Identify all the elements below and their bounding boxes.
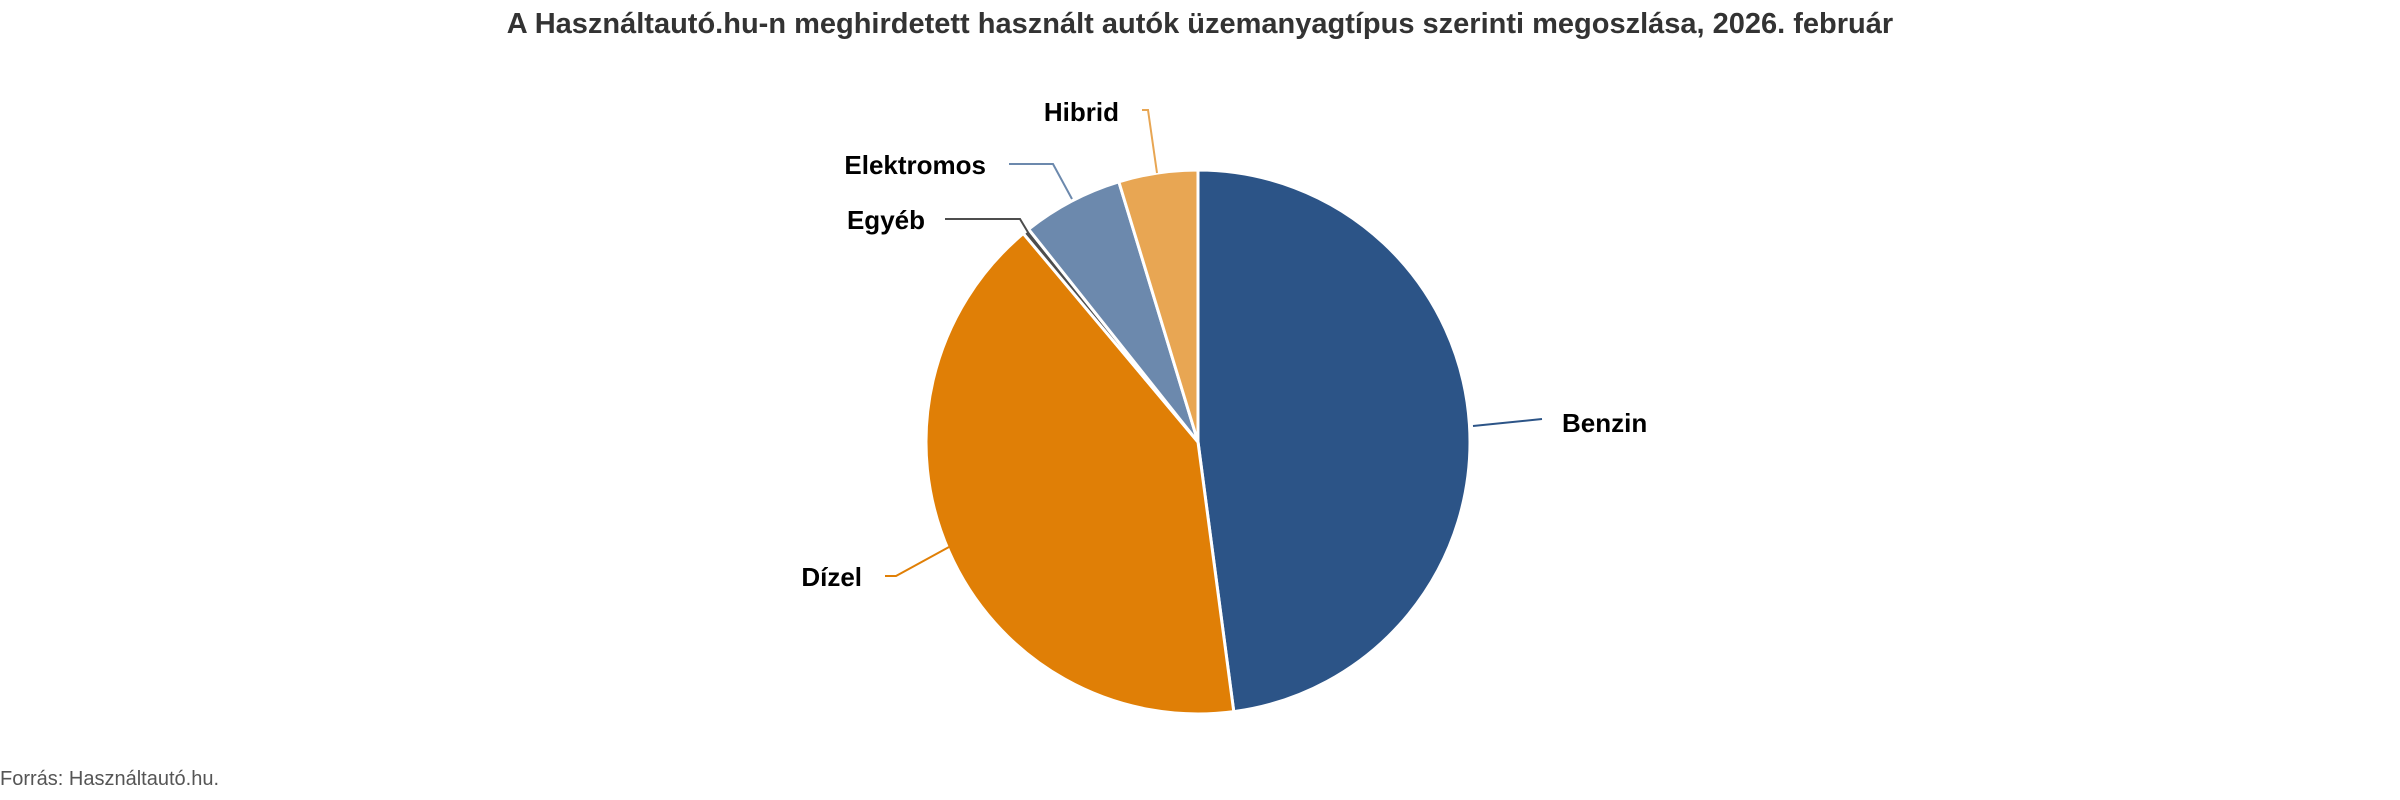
leader-line-egyéb [945, 218, 1030, 235]
slice-label-hibrid: Hibrid [1044, 97, 1119, 127]
slice-label-egyéb: Egyéb [847, 205, 925, 235]
leader-line-elektromos [1009, 163, 1073, 200]
slice-label-elektromos: Elektromos [844, 150, 986, 180]
slice-label-benzin: Benzin [1562, 408, 1647, 438]
slice-label-dízel: Dízel [801, 562, 862, 592]
source-note: Forrás: Használtautó.hu. [0, 768, 219, 790]
pie-slice-dízel [924, 232, 1236, 716]
chart-title: A Használtautó.hu-n meghirdetett használ… [506, 8, 1894, 40]
leader-line-dízel [885, 546, 950, 577]
pie-slice-hibrid [1117, 168, 1200, 444]
leader-line-hibrid [1142, 109, 1158, 174]
pie-slice-benzin [1196, 168, 1472, 714]
leader-line-benzin [1472, 418, 1543, 427]
